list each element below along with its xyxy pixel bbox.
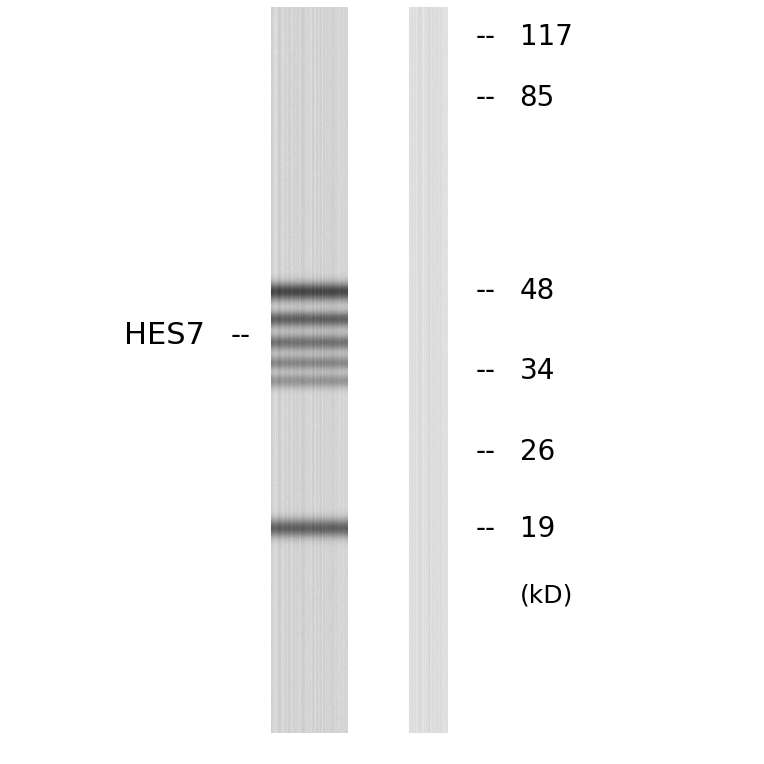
Text: 48: 48 — [520, 277, 555, 305]
Text: --: -- — [475, 277, 495, 305]
Text: --: -- — [231, 322, 251, 350]
Text: 19: 19 — [520, 515, 555, 542]
Text: 85: 85 — [520, 84, 555, 112]
Text: --: -- — [475, 23, 495, 50]
Text: 34: 34 — [520, 357, 555, 384]
Text: --: -- — [475, 84, 495, 112]
Text: --: -- — [475, 438, 495, 466]
Text: 26: 26 — [520, 438, 555, 466]
Text: (kD): (kD) — [520, 584, 573, 607]
Text: --: -- — [475, 515, 495, 542]
Text: --: -- — [475, 357, 495, 384]
Text: HES7: HES7 — [124, 321, 205, 350]
Text: 117: 117 — [520, 23, 572, 50]
